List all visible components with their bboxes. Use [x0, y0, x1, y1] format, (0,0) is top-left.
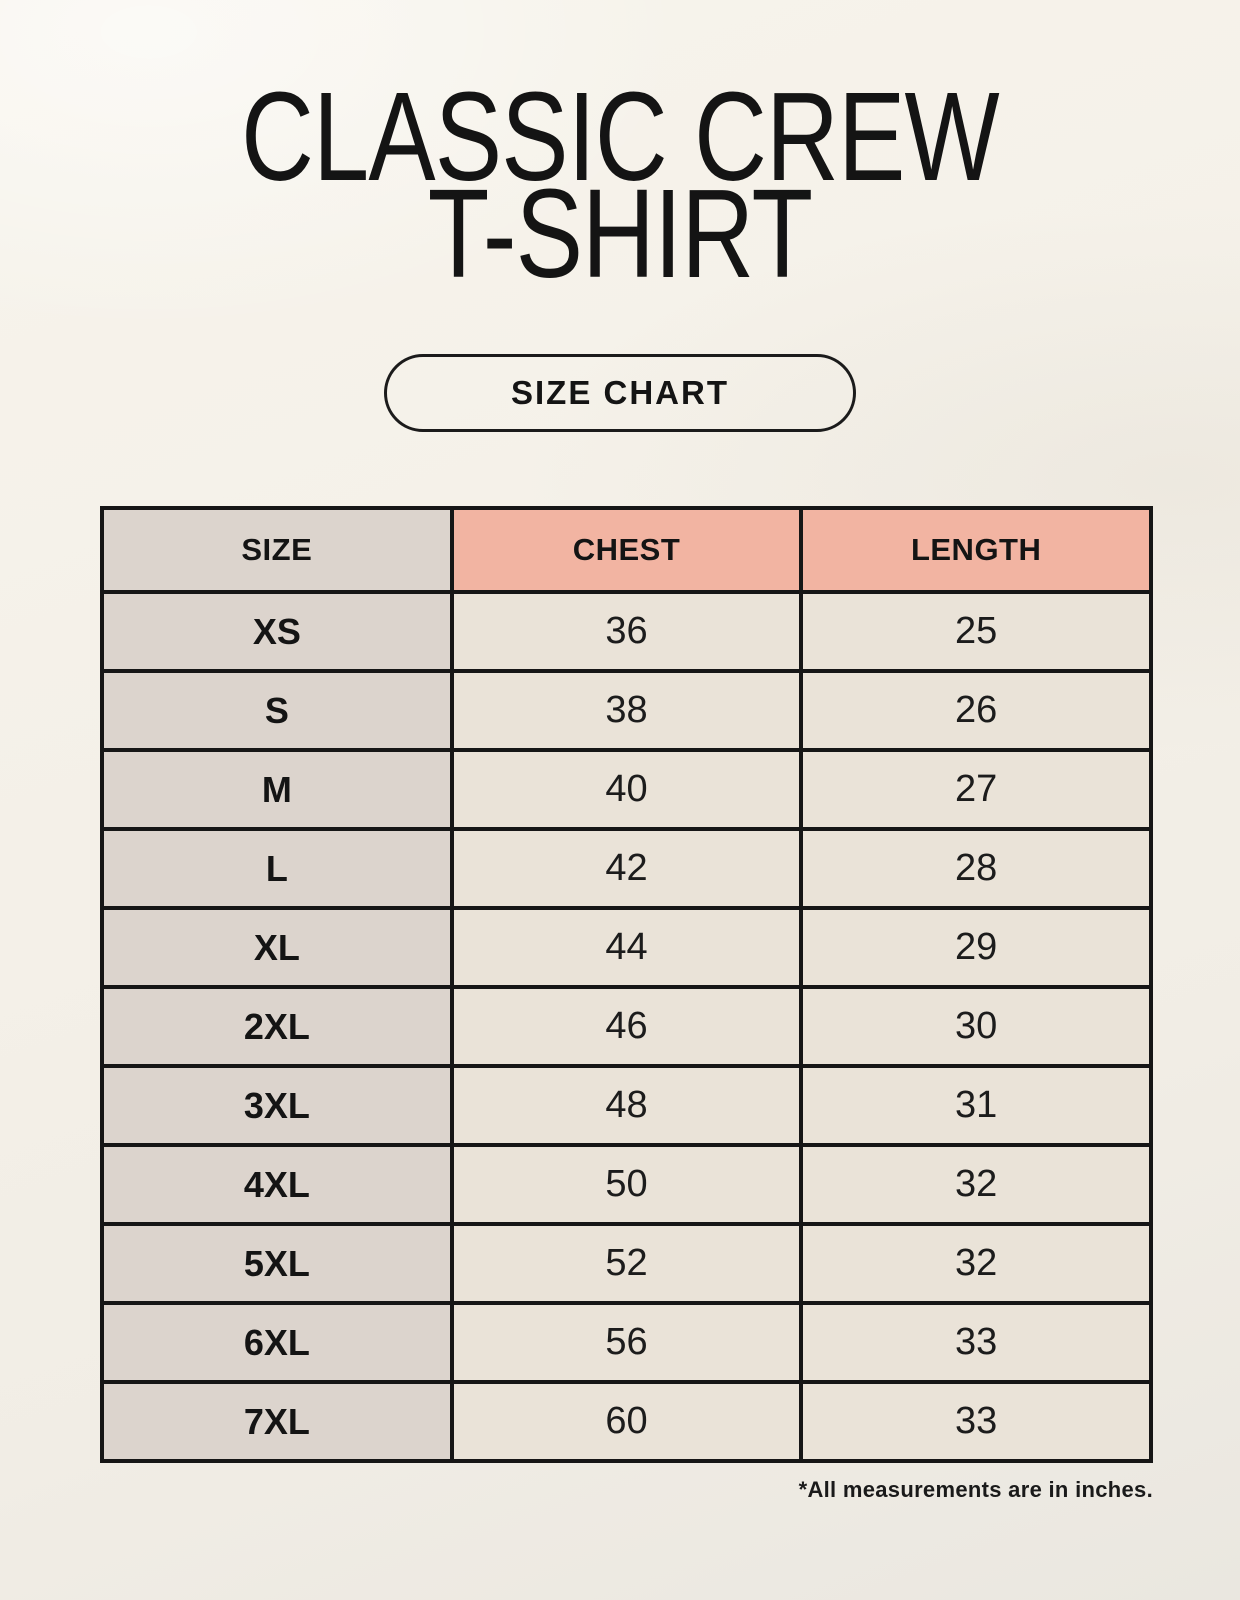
table-row: L 42 28	[100, 827, 1153, 911]
page-title: CLASSIC CREW T-SHIRT	[124, 66, 1116, 305]
table-row: 5XL 52 32	[100, 1222, 1153, 1306]
chest-cell: 52	[449, 1222, 804, 1306]
chest-cell: 42	[449, 827, 804, 911]
size-chart-button[interactable]: SIZE CHART	[384, 354, 856, 433]
chest-cell: 60	[449, 1380, 804, 1464]
size-cell: 7XL	[100, 1380, 454, 1464]
chest-cell: 36	[449, 590, 804, 674]
table-row: M 40 27	[100, 748, 1153, 832]
table-row: XL 44 29	[100, 906, 1153, 990]
length-cell: 28	[799, 827, 1153, 911]
chest-cell: 48	[449, 1064, 804, 1148]
column-header-size: SIZE	[100, 506, 454, 595]
size-cell: L	[100, 827, 454, 911]
page-title-line1: CLASSIC CREW	[241, 66, 1000, 207]
length-cell: 25	[799, 590, 1153, 674]
size-cell: 5XL	[100, 1222, 454, 1306]
size-table-container: SIZE CHEST LENGTH XS 36 25 S 38 26 M 40 27 L 42 28 X…	[100, 506, 1153, 1464]
length-cell: 30	[799, 985, 1153, 1069]
table-row: 3XL 48 31	[100, 1064, 1153, 1148]
size-cell: XS	[100, 590, 454, 674]
table-row: 4XL 50 32	[100, 1143, 1153, 1227]
chest-cell: 50	[449, 1143, 804, 1227]
chest-cell: 40	[449, 748, 804, 832]
length-cell: 27	[799, 748, 1153, 832]
length-cell: 32	[799, 1222, 1153, 1306]
table-row: 2XL 46 30	[100, 985, 1153, 1069]
size-table-header: SIZE CHEST LENGTH	[100, 506, 1153, 595]
column-header-length: LENGTH	[799, 506, 1153, 595]
chest-cell: 46	[449, 985, 804, 1069]
header-row: SIZE CHEST LENGTH	[100, 506, 1153, 595]
page-title-line2: T-SHIRT	[427, 163, 813, 305]
size-table: SIZE CHEST LENGTH XS 36 25 S 38 26 M 40 27 L 42 28 X…	[100, 506, 1153, 1464]
length-cell: 31	[799, 1064, 1153, 1148]
measurement-unit-note: *All measurements are in inches.	[798, 1477, 1153, 1503]
length-cell: 29	[799, 906, 1153, 990]
length-cell: 33	[799, 1301, 1153, 1385]
size-cell: M	[100, 748, 454, 832]
chest-cell: 56	[449, 1301, 804, 1385]
size-cell: XL	[100, 906, 454, 990]
table-row: 6XL 56 33	[100, 1301, 1153, 1385]
table-row: XS 36 25	[100, 590, 1153, 674]
column-header-chest: CHEST	[449, 506, 804, 595]
chest-cell: 38	[449, 669, 804, 753]
size-cell: 3XL	[100, 1064, 454, 1148]
size-cell: 6XL	[100, 1301, 454, 1385]
length-cell: 32	[799, 1143, 1153, 1227]
chest-cell: 44	[449, 906, 804, 990]
size-cell: 2XL	[100, 985, 454, 1069]
table-row: S 38 26	[100, 669, 1153, 753]
size-table-body: XS 36 25 S 38 26 M 40 27 L 42 28 XL 44 29 2XL 46 30 3XL 48 3…	[100, 590, 1153, 1464]
table-row: 7XL 60 33	[100, 1380, 1153, 1464]
size-cell: 4XL	[100, 1143, 454, 1227]
size-cell: S	[100, 669, 454, 753]
length-cell: 26	[799, 669, 1153, 753]
length-cell: 33	[799, 1380, 1153, 1464]
